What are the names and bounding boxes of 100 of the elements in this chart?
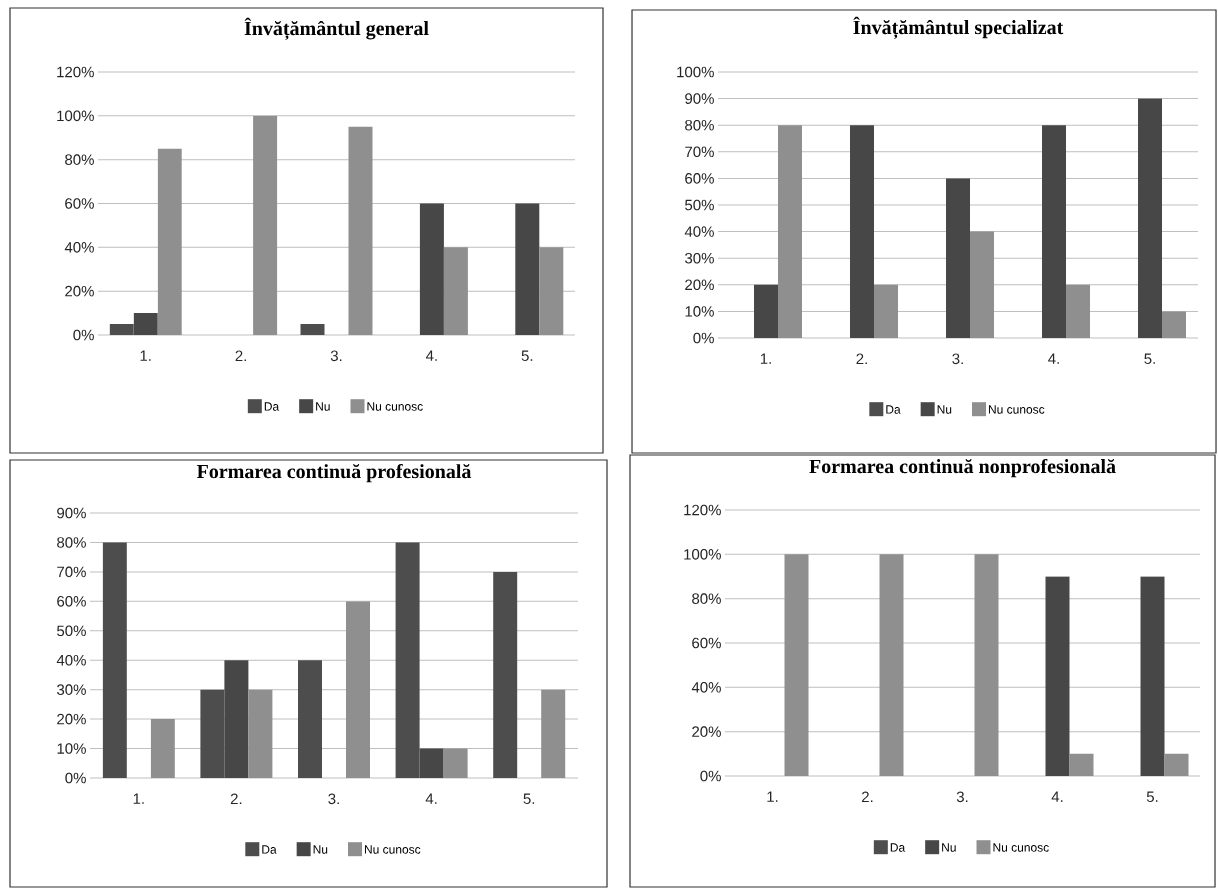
y-tick-label: 0%	[700, 770, 721, 782]
bar	[850, 125, 875, 338]
x-tick-label: 5.	[1146, 791, 1158, 802]
bar	[346, 601, 370, 778]
x-tick-label: 3.	[952, 353, 963, 365]
legend-label: Da	[264, 402, 280, 411]
bar	[541, 689, 566, 778]
legend-label: Nu cunosc	[993, 843, 1049, 852]
y-tick-label: 120%	[684, 504, 721, 516]
x-tick-label: 3.	[328, 793, 339, 805]
legend-label: Nu	[313, 845, 328, 854]
x-tick-label: 5.	[1144, 353, 1155, 364]
bar	[1042, 125, 1067, 338]
chart-title: Formarea continuă profesională	[196, 463, 472, 483]
y-tick-label: 30%	[57, 684, 86, 695]
legend-label: Da	[262, 845, 277, 854]
y-tick-label: 100%	[57, 110, 94, 122]
bar	[946, 178, 971, 338]
bar	[1138, 98, 1163, 338]
x-tick-label: 5.	[521, 350, 533, 361]
bar	[974, 554, 999, 776]
bar	[348, 126, 373, 335]
y-tick-label: 0%	[693, 332, 714, 344]
x-tick-label: 2.	[235, 350, 246, 361]
bar	[253, 115, 278, 335]
y-tick-label: 90%	[685, 93, 714, 104]
y-tick-label: 70%	[57, 566, 86, 578]
x-tick-label: 4.	[1048, 353, 1059, 364]
y-tick-label: 40%	[56, 654, 86, 666]
y-tick-label: 20%	[685, 279, 714, 291]
bar	[443, 748, 468, 778]
bar	[1162, 311, 1187, 338]
legend-label: Nu cunosc	[367, 402, 423, 411]
bar	[493, 571, 518, 778]
bar	[102, 542, 127, 778]
legend-label: Nu cunosc	[988, 405, 1045, 414]
y-tick-label: 120%	[57, 66, 94, 78]
bar	[1069, 753, 1094, 776]
y-tick-label: 20%	[65, 285, 94, 297]
chart-title: Învățământul general	[244, 17, 429, 41]
x-tick-label: 4.	[425, 793, 437, 804]
y-tick-label: 80%	[692, 593, 721, 604]
x-tick-label: 2.	[230, 793, 242, 805]
x-tick-label: 1.	[767, 791, 778, 802]
chart-title: Învățământul specializat	[853, 16, 1064, 40]
bar	[754, 284, 779, 338]
bar	[539, 247, 564, 335]
bar	[1164, 753, 1189, 776]
bar	[150, 719, 175, 778]
y-tick-label: 80%	[57, 537, 86, 548]
chart-title: Formarea continuă nonprofesională	[809, 458, 1116, 478]
y-tick-label: 0%	[65, 772, 86, 784]
x-tick-label: 4.	[425, 350, 437, 361]
bar	[300, 324, 325, 335]
y-tick-label: 50%	[57, 625, 86, 637]
y-tick-label: 40%	[64, 242, 94, 253]
bar	[1066, 284, 1091, 338]
bar	[778, 125, 803, 338]
y-tick-label: 80%	[685, 119, 714, 131]
legend-label: Nu	[942, 843, 956, 852]
x-tick-label: 1.	[133, 793, 144, 804]
bar	[784, 554, 809, 776]
bar	[1045, 576, 1070, 776]
x-tick-label: 1.	[760, 353, 771, 364]
y-tick-label: 20%	[692, 726, 721, 737]
bar	[157, 148, 182, 335]
y-tick-label: 60%	[65, 198, 94, 209]
y-tick-label: 40%	[691, 682, 721, 693]
legend-label: Da	[886, 405, 901, 414]
y-tick-label: 90%	[57, 507, 86, 519]
legend-label: Nu cunosc	[364, 845, 421, 854]
bar	[419, 203, 444, 335]
legend-label: Nu	[937, 405, 952, 414]
y-tick-label: 60%	[692, 637, 721, 649]
legend-label: Da	[890, 843, 906, 852]
x-tick-label: 5.	[523, 793, 535, 804]
x-tick-label: 1.	[140, 350, 151, 361]
bar	[443, 247, 468, 335]
y-tick-label: 80%	[65, 154, 94, 165]
x-tick-label: 2.	[862, 791, 873, 803]
y-tick-label: 50%	[685, 199, 714, 211]
y-tick-label: 30%	[685, 252, 714, 264]
x-tick-label: 3.	[330, 350, 342, 362]
bar	[1140, 576, 1165, 776]
y-tick-label: 60%	[685, 173, 714, 184]
x-tick-label: 3.	[956, 791, 968, 803]
y-tick-label: 40%	[684, 226, 714, 237]
y-tick-label: 60%	[57, 596, 86, 607]
legend-label: Nu	[316, 402, 330, 411]
y-tick-label: 10%	[685, 306, 714, 317]
y-tick-label: 100%	[684, 549, 721, 560]
bar	[515, 203, 540, 335]
x-tick-label: 2.	[856, 353, 867, 364]
bar	[248, 689, 273, 778]
x-tick-label: 4.	[1051, 791, 1063, 802]
y-tick-label: 100%	[677, 66, 714, 78]
bar	[298, 660, 322, 778]
bar	[879, 554, 904, 776]
bar	[970, 231, 995, 338]
y-tick-label: 10%	[57, 743, 86, 754]
